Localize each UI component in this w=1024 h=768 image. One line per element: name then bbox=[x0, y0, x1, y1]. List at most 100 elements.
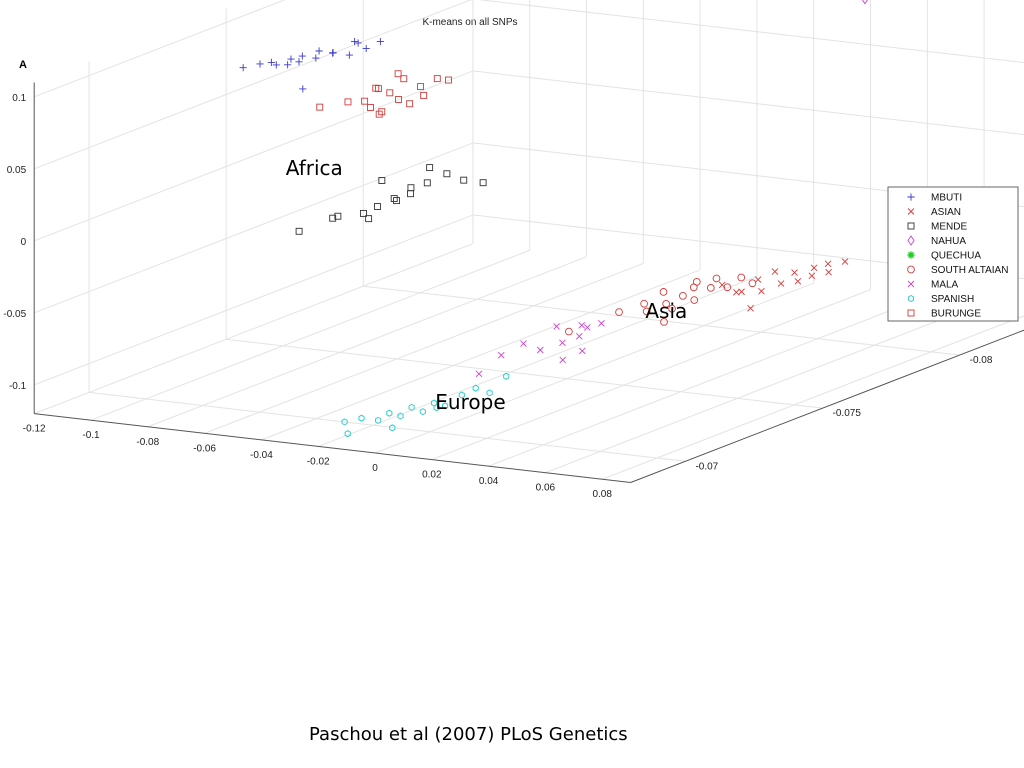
point-burunge bbox=[406, 100, 414, 108]
point-mbuti bbox=[239, 64, 247, 72]
x-axis-line bbox=[34, 413, 631, 484]
point-mbuti bbox=[267, 58, 275, 67]
legend: MBUTI ASIAN MENDE NAHUA QUECHUA SOUTH ALTAIAN… bbox=[887, 186, 1019, 322]
point-asian bbox=[810, 264, 818, 272]
point-burunge bbox=[433, 75, 441, 83]
point-south-altaian bbox=[615, 308, 623, 316]
series-mala bbox=[475, 320, 605, 378]
point-south-altaian bbox=[706, 284, 715, 292]
point-mala bbox=[520, 340, 527, 347]
point-south-altaian bbox=[668, 304, 676, 313]
point-mende bbox=[390, 195, 398, 203]
grid-line bbox=[34, 214, 474, 386]
point-mende bbox=[373, 203, 381, 210]
z-tick-label: -0.1 bbox=[9, 381, 27, 392]
point-south-altaian bbox=[640, 299, 648, 308]
point-burunge bbox=[367, 104, 374, 111]
point-mala bbox=[583, 324, 591, 331]
z-tick-label: 0.1 bbox=[12, 93, 26, 104]
point-south-altaian bbox=[748, 279, 757, 288]
point-spanish bbox=[397, 412, 404, 420]
point-asian bbox=[808, 272, 816, 280]
point-mala bbox=[578, 321, 586, 329]
grid-line bbox=[431, 289, 871, 461]
point-south-altaian bbox=[679, 292, 687, 300]
kmeans-3d-scatter-chart: K-means on all SNPs A -0.12 -0.1 -0.08 -0.0… bbox=[3, 0, 1024, 500]
point-mende bbox=[378, 177, 386, 184]
chart-title: K-means on all SNPs bbox=[422, 17, 517, 28]
grid-line bbox=[226, 338, 823, 409]
point-mende bbox=[359, 209, 367, 217]
x-tick-label: 0.06 bbox=[536, 483, 556, 494]
point-spanish bbox=[386, 409, 393, 417]
legend-label-mbuti: MBUTI bbox=[931, 193, 962, 204]
point-mbuti bbox=[284, 61, 292, 69]
x-tick-label: 0.02 bbox=[422, 470, 442, 481]
point-asian bbox=[738, 288, 745, 296]
point-mende bbox=[407, 184, 415, 192]
panel-label: A bbox=[19, 59, 27, 71]
point-mende bbox=[393, 197, 400, 205]
point-burunge bbox=[400, 75, 408, 83]
point-burunge bbox=[375, 110, 383, 118]
x-tick-label: -0.06 bbox=[193, 443, 216, 454]
point-burunge bbox=[316, 103, 324, 111]
y-axis-line bbox=[630, 329, 1024, 483]
point-mende bbox=[460, 176, 468, 184]
legend-marker-nahua bbox=[907, 235, 915, 246]
grid-line bbox=[34, 142, 474, 314]
legend-label-quechua: QUECHUA bbox=[931, 251, 981, 262]
point-burunge bbox=[344, 98, 352, 106]
legend-label-south-altaian: SOUTH ALTAIAN bbox=[931, 265, 1008, 276]
point-mbuti bbox=[272, 61, 280, 69]
grid-line bbox=[90, 249, 530, 421]
point-mbuti bbox=[299, 85, 307, 93]
point-south-altaian bbox=[662, 299, 670, 308]
point-mala bbox=[475, 370, 483, 378]
point-asian bbox=[825, 268, 832, 276]
x-tick-label: 0 bbox=[372, 463, 378, 474]
point-south-altaian bbox=[737, 273, 746, 282]
grid-line bbox=[488, 295, 928, 467]
legend-label-burunge: BURUNGE bbox=[931, 309, 981, 320]
point-spanish bbox=[433, 404, 440, 412]
y-tick-label: -0.075 bbox=[833, 408, 862, 419]
point-spanish bbox=[442, 402, 449, 410]
y-tick-label: -0.08 bbox=[970, 355, 993, 366]
grid-line bbox=[261, 269, 701, 441]
grid-line bbox=[88, 391, 686, 462]
x-tick-label: 0.08 bbox=[592, 489, 612, 500]
legend-marker-mende bbox=[907, 222, 915, 230]
grid-line bbox=[374, 282, 814, 454]
point-south-altaian bbox=[689, 283, 698, 292]
point-south-altaian bbox=[659, 288, 668, 296]
grid-line bbox=[34, 0, 472, 170]
point-mala bbox=[575, 332, 583, 340]
point-south-altaian bbox=[723, 283, 732, 292]
grid-line bbox=[602, 315, 1024, 480]
data-points bbox=[239, 0, 868, 438]
point-south-altaian bbox=[690, 296, 699, 304]
point-mbuti bbox=[376, 37, 384, 46]
point-mala bbox=[559, 356, 567, 364]
x-tick-label: 0.04 bbox=[479, 476, 499, 487]
x-tick-label: -0.02 bbox=[307, 456, 330, 467]
point-burunge bbox=[420, 91, 428, 99]
series-south-altaian bbox=[565, 273, 757, 336]
region-labels: AmericaAfricaAsiaEurope bbox=[286, 156, 688, 414]
x-tick-label: -0.04 bbox=[250, 450, 273, 461]
point-spanish bbox=[341, 418, 348, 426]
z-tick-label: 0.05 bbox=[7, 165, 27, 176]
point-spanish bbox=[408, 403, 415, 411]
point-burunge bbox=[378, 108, 386, 116]
point-asian bbox=[824, 260, 832, 268]
grid-line bbox=[363, 285, 960, 356]
point-mende bbox=[334, 212, 342, 220]
x-tick-label: -0.1 bbox=[82, 430, 100, 441]
point-asian bbox=[771, 268, 779, 275]
y-tick-label: -0.07 bbox=[695, 461, 718, 472]
grid-line bbox=[34, 0, 286, 98]
point-spanish bbox=[375, 416, 382, 424]
point-asian bbox=[777, 280, 785, 287]
axes-grid bbox=[33, 0, 1024, 484]
